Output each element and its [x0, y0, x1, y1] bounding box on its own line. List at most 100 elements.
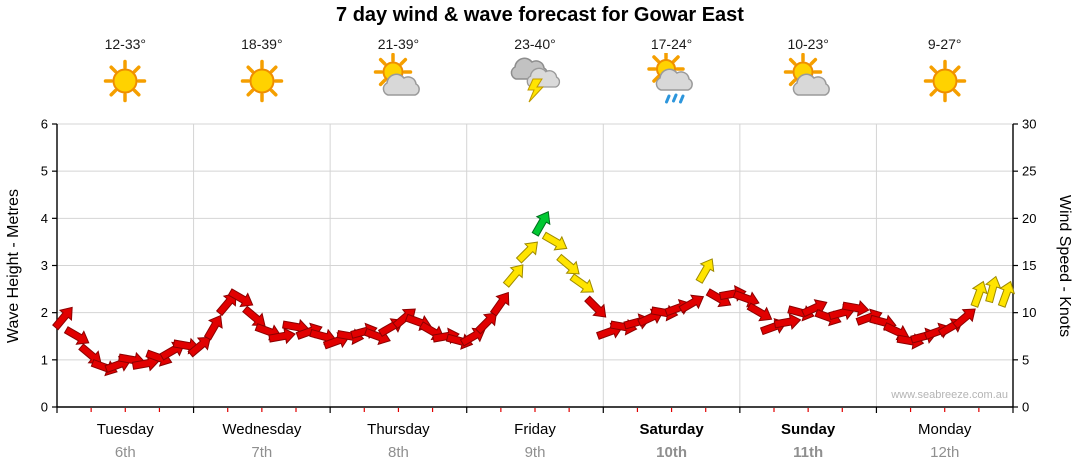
- day-column-monday: 9-27°: [885, 36, 1005, 112]
- partly-cloudy-icon: [783, 52, 831, 96]
- temperature-range: 21-39°: [377, 36, 420, 52]
- day-name-label: Sunday: [781, 421, 836, 438]
- sun-ray: [809, 57, 818, 66]
- wind-arrow: [970, 280, 988, 308]
- temperature-range: 23-40°: [514, 36, 556, 52]
- sun-ray: [379, 78, 388, 87]
- sun-ray: [246, 65, 255, 74]
- wind-arrow: [502, 264, 524, 288]
- wind-arrow: [268, 327, 296, 345]
- right-tick-label: 25: [1022, 164, 1036, 179]
- sun-ray: [399, 57, 408, 66]
- left-tick-label: 3: [41, 258, 48, 273]
- wind-arrow: [705, 288, 732, 308]
- wind-arrow: [203, 314, 223, 341]
- sunny-icon: [240, 59, 284, 103]
- lightning-bolt: [527, 78, 545, 103]
- left-tick-label: 1: [41, 352, 48, 367]
- wind-arrow: [392, 308, 416, 330]
- sun-ray: [789, 78, 797, 87]
- day-date-label: 9th: [525, 444, 546, 461]
- left-axis-label: Wave Height - Metres: [5, 188, 22, 344]
- wind-arrow: [773, 313, 802, 331]
- sun-ray: [929, 65, 937, 74]
- left-tick-label: 2: [41, 305, 48, 320]
- wind-arrow: [63, 326, 90, 345]
- sun-ray: [246, 88, 255, 97]
- sun-disc: [112, 68, 138, 94]
- day-name-label: Wednesday: [222, 421, 301, 438]
- left-tick-label: 4: [41, 211, 48, 226]
- temperature-range: 9-27°: [927, 36, 962, 52]
- cloud-shape: [792, 73, 831, 96]
- wind-arrow: [459, 327, 486, 347]
- sun-ray: [109, 65, 118, 74]
- sun-ray: [789, 57, 797, 66]
- wind-arrow: [515, 241, 538, 264]
- sunny-icon: [923, 59, 966, 103]
- wind-arrow: [541, 231, 568, 251]
- day-column-saturday: 17-24°: [612, 36, 732, 112]
- sun-ray: [133, 88, 141, 97]
- day-column-thursday: 21-39°: [338, 36, 458, 112]
- sun-ray: [133, 65, 141, 74]
- rain-drop: [671, 93, 678, 103]
- wind-arrow: [187, 336, 211, 358]
- wind-arrow: [841, 299, 870, 317]
- temperature-range: 18-39°: [241, 36, 283, 52]
- temperature-range: 10-23°: [787, 36, 829, 52]
- wind-arrow: [227, 288, 254, 308]
- left-tick-label: 6: [41, 117, 48, 132]
- wind-arrow: [952, 308, 976, 330]
- sun-ray: [269, 65, 278, 74]
- right-tick-label: 5: [1022, 352, 1029, 367]
- chart-title: 7 day wind & wave forecast for Gowar Eas…: [336, 4, 744, 26]
- wind-arrow: [678, 294, 705, 314]
- left-tick-label: 0: [41, 400, 48, 415]
- sun-disc: [249, 68, 275, 94]
- sun-disc: [932, 68, 958, 94]
- right-tick-label: 15: [1022, 258, 1036, 273]
- day-name-label: Monday: [918, 421, 972, 438]
- wind-arrow: [746, 302, 773, 322]
- sun-ray: [952, 88, 961, 97]
- temperature-range: 17-24°: [650, 36, 693, 52]
- wind-arrow: [489, 291, 510, 317]
- sun-ray: [929, 88, 937, 97]
- sun-ray: [109, 88, 118, 97]
- right-tick-label: 10: [1022, 305, 1036, 320]
- day-date-label: 10th: [656, 444, 687, 461]
- sun-ray: [269, 88, 278, 97]
- sunny-icon: [104, 59, 147, 103]
- cloud-shape: [383, 73, 421, 96]
- rain-drop: [678, 94, 685, 104]
- day-name-label: Friday: [514, 421, 556, 438]
- right-tick-label: 20: [1022, 211, 1036, 226]
- wind-arrow: [584, 295, 607, 318]
- right-axis-label: Wind Speed - Knots: [1056, 194, 1073, 338]
- cloud-shape: [655, 68, 693, 91]
- sun-ray: [671, 55, 680, 63]
- day-column-sunday: 10-23°: [748, 36, 868, 112]
- sun-ray: [379, 57, 388, 66]
- watermark: www.seabreeze.com.au: [891, 389, 1008, 401]
- partly-cloudy-icon: [374, 52, 421, 96]
- day-name-label: Tuesday: [97, 421, 154, 438]
- right-tick-label: 30: [1022, 117, 1036, 132]
- day-column-tuesday: 12-33°: [65, 36, 185, 112]
- sun-ray: [952, 65, 961, 74]
- day-date-label: 12th: [930, 444, 959, 461]
- day-name-label: Saturday: [639, 421, 704, 438]
- thunderstorm-icon: [510, 57, 561, 103]
- day-date-label: 8th: [388, 444, 409, 461]
- day-date-label: 11th: [793, 444, 823, 461]
- partly-cloudy-showers-icon: [646, 50, 693, 104]
- wind-arrow: [695, 258, 715, 284]
- sun-ray: [651, 55, 660, 63]
- temperature-range: 12-33°: [104, 36, 146, 52]
- left-tick-label: 5: [41, 164, 48, 179]
- wind-arrow: [474, 312, 497, 335]
- wind-arrow: [569, 273, 595, 293]
- day-date-label: 6th: [115, 444, 136, 461]
